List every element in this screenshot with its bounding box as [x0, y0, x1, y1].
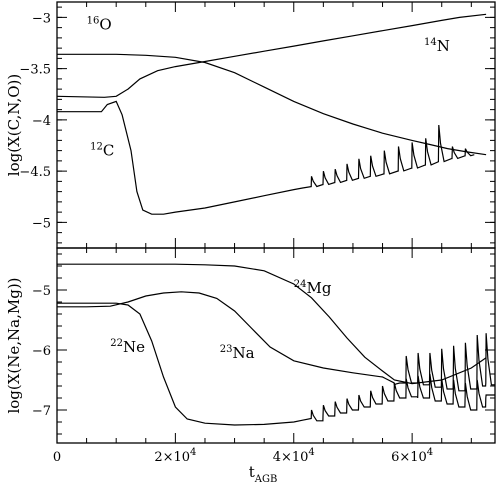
x-tick-label: 0	[53, 450, 61, 465]
top-panel: −5 −4.5 −4 −3.5 −3 log(X(C,N,O)) 16O 14N 12C	[5, 1, 496, 249]
y-axis-label-nenamg: log(X(Ne,Na,Mg))	[5, 277, 23, 413]
series-line-C12	[57, 100, 475, 215]
y-tick-label: −4.5	[19, 165, 51, 180]
series-line-Ne22	[57, 302, 495, 426]
plot-frame-nenamg	[56, 247, 496, 444]
x-tick-label: 2×104	[154, 447, 196, 465]
y-tick-label: −4	[32, 114, 51, 129]
annotation-o: 16O	[87, 16, 112, 34]
annotation-mg: 24Mg	[294, 279, 332, 297]
series-line-Na23	[57, 291, 495, 392]
annotation-c: 12C	[90, 142, 114, 160]
y-tick-label: −5	[32, 216, 51, 231]
series-line-N14	[56, 13, 487, 98]
bottom-panel: −7 −6 −5 log(X(Ne,Na,Mg)) 0 2×104 4×104 6×104 tA…	[5, 247, 496, 485]
y-tick-label: −7	[32, 404, 51, 419]
y-tick-label: −3.5	[19, 63, 51, 78]
annotation-na: 23Na	[220, 344, 255, 362]
x-axis-label: tAGB	[249, 463, 278, 485]
y-tick-label: −6	[32, 344, 51, 359]
y-tick-label: −3	[32, 11, 51, 26]
series-line-O16	[57, 53, 487, 156]
x-tick-label: 4×104	[273, 447, 315, 465]
series-line-Mg24	[57, 263, 487, 385]
y-tick-label: −5	[32, 284, 51, 299]
annotation-ne: 22Ne	[110, 338, 145, 356]
y-axis-label-cno: log(X(C,N,O))	[5, 74, 23, 176]
x-tick-label: 6×104	[391, 447, 433, 465]
annotation-n: 14N	[424, 37, 450, 55]
